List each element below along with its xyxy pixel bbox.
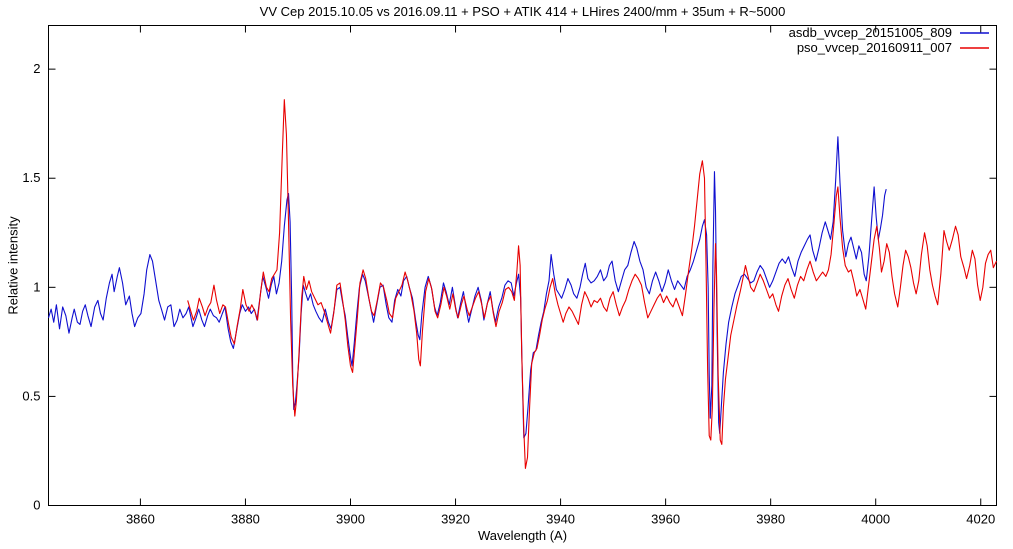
y-tick-label: 0.5 <box>22 388 40 403</box>
x-tick-label: 3900 <box>336 512 365 527</box>
x-tick-label: 3920 <box>441 512 470 527</box>
x-tick-label: 3860 <box>126 512 155 527</box>
x-tick-label: 4000 <box>861 512 890 527</box>
x-tick-label: 3940 <box>546 512 575 527</box>
spectrum-line-1 <box>187 99 997 469</box>
y-axis-title: Relative intensity <box>5 216 21 315</box>
y-tick-label: 1.5 <box>22 170 40 185</box>
y-tick-label: 0 <box>33 498 40 513</box>
legend-label-1: pso_vvcep_20160911_007 <box>797 40 952 55</box>
x-axis-title: Wavelength (A) <box>477 528 568 543</box>
y-tick-label: 2 <box>33 61 40 76</box>
x-tick-label: 3980 <box>756 512 785 527</box>
spectrum-line-0 <box>47 136 887 439</box>
x-tick-label: 3880 <box>231 512 260 527</box>
plot-border <box>48 25 997 506</box>
x-tick-label: 4020 <box>966 512 995 527</box>
legend-label-0: asdb_vvcep_20151005_809 <box>789 25 952 40</box>
y-tick-label: 1 <box>33 279 40 294</box>
chart-title: VV Cep 2015.10.05 vs 2016.09.11 + PSO + … <box>259 4 786 19</box>
x-tick-label: 3960 <box>651 512 680 527</box>
